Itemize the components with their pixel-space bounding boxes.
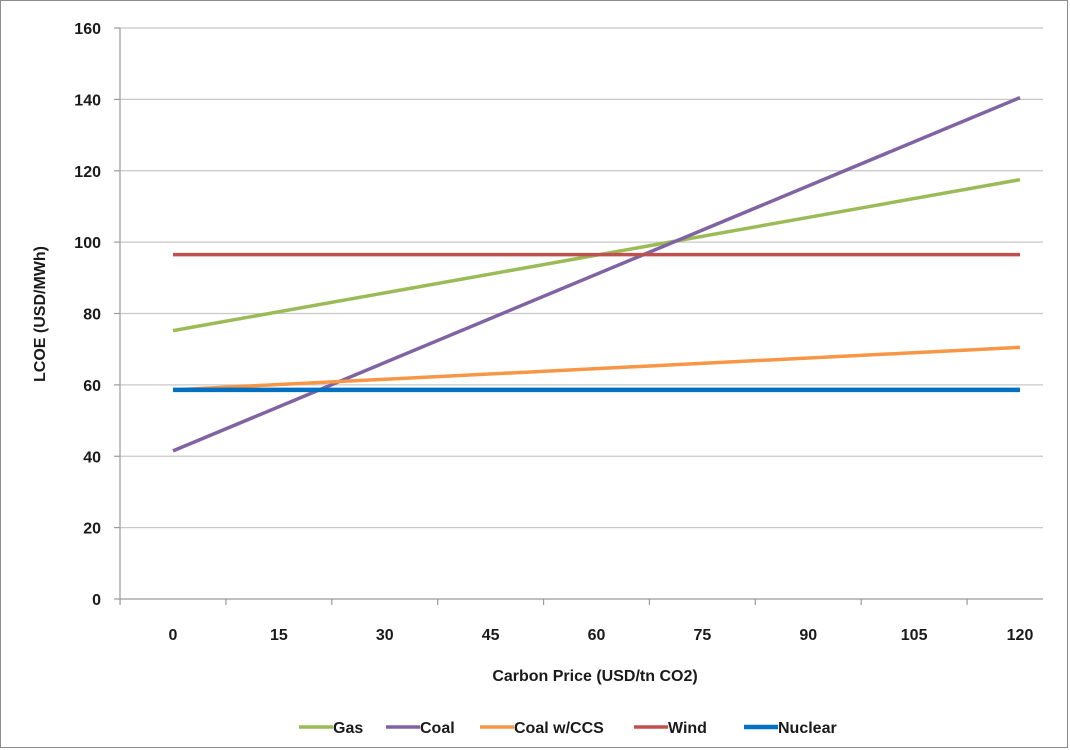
y-tick-label: 100 <box>74 235 101 252</box>
legend-label: Gas <box>333 720 363 737</box>
legend-label: Coal w/CCS <box>514 720 604 737</box>
series-lines <box>172 95 1021 453</box>
x-axis-title: Carbon Price (USD/tn CO2) <box>492 668 697 685</box>
x-tick-label: 90 <box>799 627 817 644</box>
x-tick-label: 120 <box>1007 627 1034 644</box>
y-tick-labels: 0 20 40 60 80 100 120 140 160 <box>74 21 101 609</box>
x-tick-label: 0 <box>169 627 178 644</box>
x-tick-label: 45 <box>482 627 500 644</box>
x-tick-label: 60 <box>588 627 606 644</box>
legend-label: Coal <box>420 720 455 737</box>
y-tick-label: 80 <box>83 307 101 324</box>
y-tick-label: 160 <box>74 21 101 38</box>
series-line-coal-w-ccs <box>172 345 1021 392</box>
legend-label: Wind <box>668 720 707 737</box>
legend-label: Nuclear <box>778 720 837 737</box>
x-tick-label: 105 <box>901 627 928 644</box>
legend: Gas Coal Coal w/CCS Wind Nuclear <box>299 720 837 737</box>
x-tick-labels: 0 15 30 45 60 75 90 105 120 <box>169 627 1034 644</box>
y-tick-label: 40 <box>83 449 101 466</box>
x-tick-label: 75 <box>693 627 711 644</box>
y-tick-label: 140 <box>74 92 101 109</box>
y-tick-label: 20 <box>83 521 101 538</box>
y-tick-label: 60 <box>83 378 101 395</box>
x-tick-label: 30 <box>376 627 394 644</box>
axes <box>114 27 1043 605</box>
y-tick-label: 120 <box>74 164 101 181</box>
gridlines <box>120 27 1043 529</box>
y-tick-label: 0 <box>92 592 101 609</box>
x-tick-label: 15 <box>270 627 288 644</box>
y-axis-title: LCOE (USD/MWh) <box>32 246 49 382</box>
series-line-coal <box>172 95 1021 453</box>
